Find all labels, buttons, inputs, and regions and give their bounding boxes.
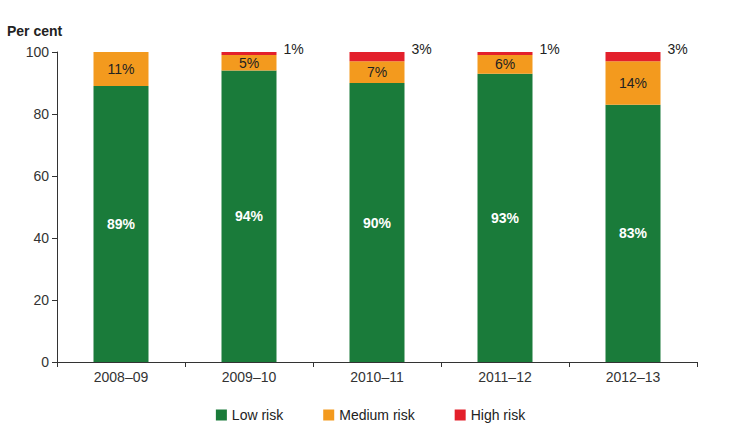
svg-text:80: 80 bbox=[33, 106, 49, 122]
svg-text:93%: 93% bbox=[491, 210, 520, 226]
svg-text:11%: 11% bbox=[108, 61, 135, 77]
svg-text:Per cent: Per cent bbox=[7, 23, 63, 39]
svg-text:40: 40 bbox=[33, 230, 49, 246]
svg-text:1%: 1% bbox=[540, 41, 560, 57]
svg-text:83%: 83% bbox=[619, 225, 648, 241]
svg-text:Low risk: Low risk bbox=[232, 407, 284, 423]
svg-text:100: 100 bbox=[26, 44, 50, 60]
svg-text:6%: 6% bbox=[495, 56, 515, 72]
svg-text:3%: 3% bbox=[412, 41, 432, 57]
svg-text:High risk: High risk bbox=[471, 407, 526, 423]
svg-text:90%: 90% bbox=[363, 215, 392, 231]
svg-text:2012–13: 2012–13 bbox=[606, 369, 661, 385]
svg-text:94%: 94% bbox=[235, 208, 264, 224]
svg-text:Medium risk: Medium risk bbox=[339, 407, 415, 423]
svg-text:5%: 5% bbox=[239, 55, 259, 71]
svg-text:20: 20 bbox=[33, 292, 49, 308]
svg-text:1%: 1% bbox=[284, 41, 304, 57]
svg-text:2011–12: 2011–12 bbox=[478, 369, 532, 385]
svg-text:2008–09: 2008–09 bbox=[94, 369, 149, 385]
svg-text:60: 60 bbox=[33, 168, 49, 184]
svg-text:0: 0 bbox=[41, 354, 49, 370]
svg-text:89%: 89% bbox=[107, 216, 136, 232]
svg-text:3%: 3% bbox=[668, 41, 688, 57]
svg-text:2009–10: 2009–10 bbox=[222, 369, 277, 385]
svg-text:7%: 7% bbox=[367, 64, 387, 80]
svg-text:2010–11: 2010–11 bbox=[350, 369, 404, 385]
svg-text:14%: 14% bbox=[619, 75, 647, 91]
